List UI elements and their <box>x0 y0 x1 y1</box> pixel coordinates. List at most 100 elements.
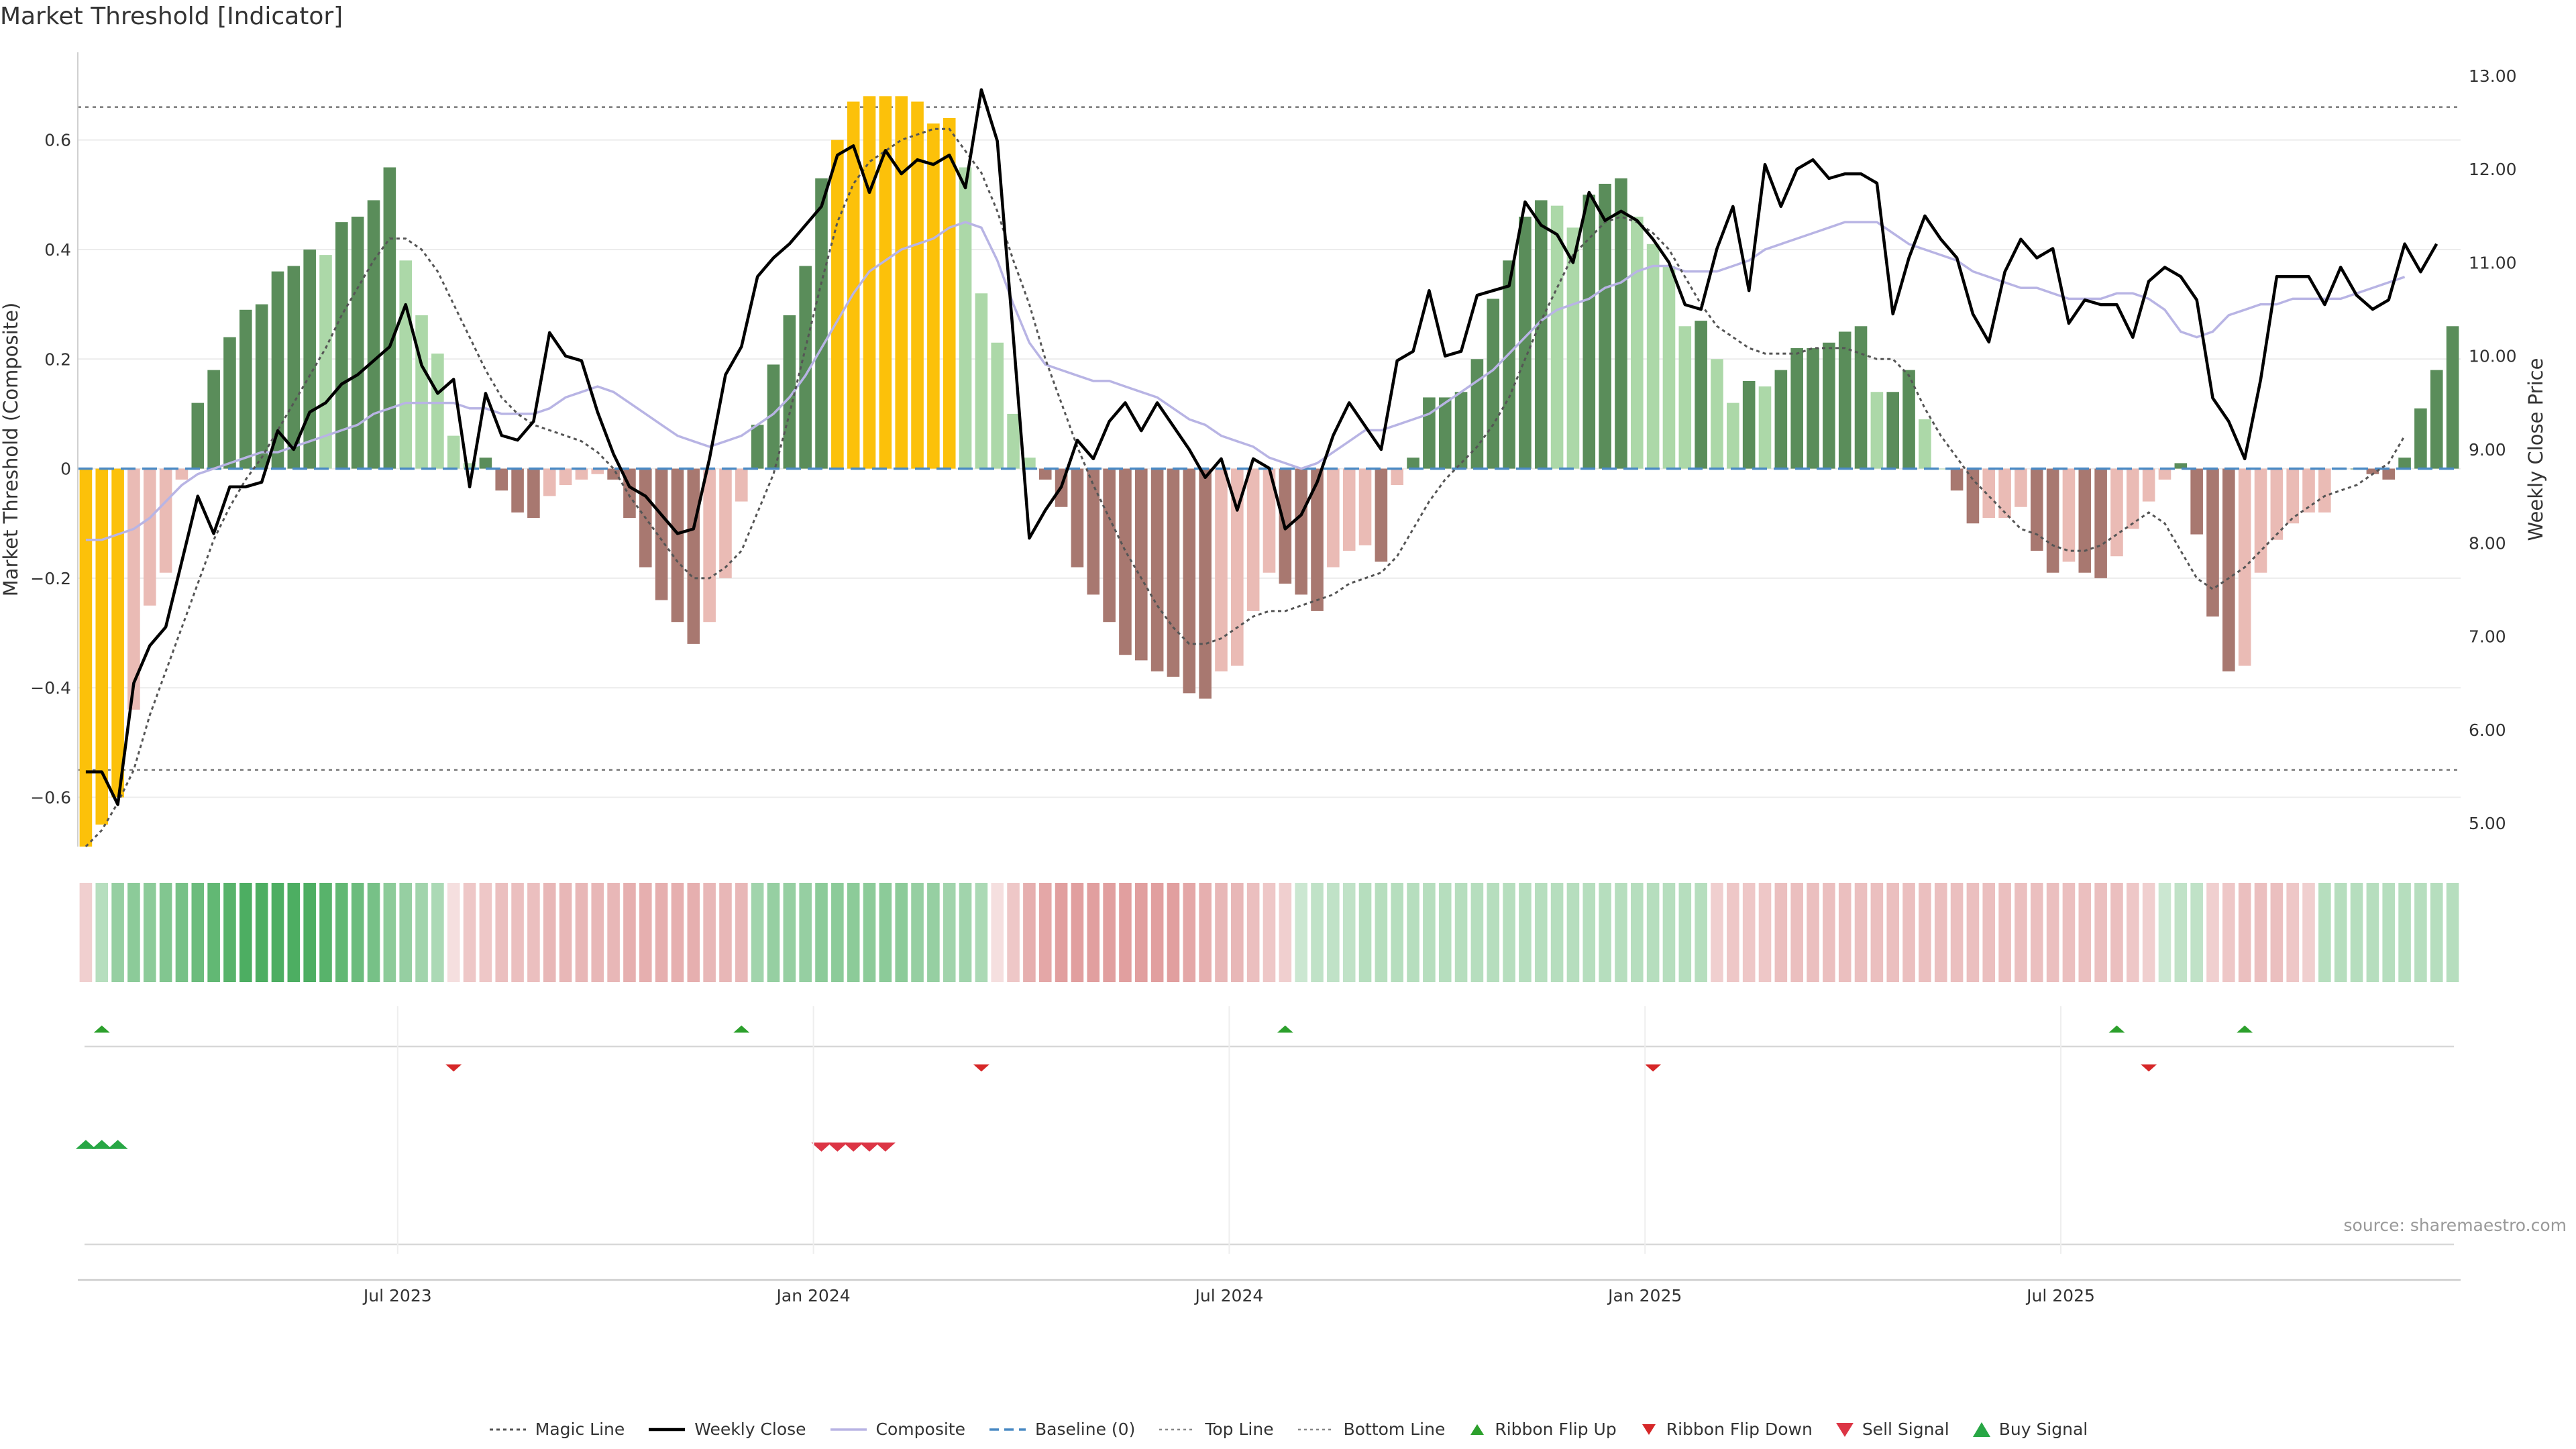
composite-bar <box>959 167 972 469</box>
composite-bar <box>335 222 348 469</box>
sell-signal-marker <box>859 1142 880 1152</box>
ribbon-cell <box>895 883 908 982</box>
triangle-up-small-icon <box>1470 1424 1485 1435</box>
ribbon-cell <box>975 883 988 982</box>
composite-bar <box>1342 468 1356 551</box>
ribbon-cell <box>1982 883 1996 982</box>
composite-bar <box>735 468 748 502</box>
ribbon-cell <box>271 883 284 982</box>
legend-item: Bottom Line <box>1297 1419 1446 1439</box>
ribbon-cell <box>1119 883 1132 982</box>
legend-label: Composite <box>875 1419 965 1439</box>
ribbon-cell <box>1342 883 1356 982</box>
y2-tick-label: 13.00 <box>2469 66 2517 86</box>
composite-line-icon <box>830 1428 867 1431</box>
composite-bar <box>495 468 508 491</box>
composite-bar <box>1246 468 1260 611</box>
dotted-line-icon <box>489 1428 526 1430</box>
legend-item: Buy Signal <box>1972 1419 2088 1439</box>
composite-bar <box>2190 468 2203 535</box>
composite-bar <box>2030 468 2043 551</box>
composite-bar <box>1582 195 1596 469</box>
ribbon-cell <box>1662 883 1676 982</box>
composite-bar <box>991 342 1004 469</box>
ribbon-cell <box>1263 883 1276 982</box>
composite-bar <box>1886 392 1900 469</box>
composite-bar <box>1007 413 1020 469</box>
composite-bar <box>2286 468 2299 524</box>
ribbon-cell <box>1167 883 1180 982</box>
ribbon-cell <box>1711 883 1723 982</box>
legend: Magic Line Weekly Close Composite Baseline … <box>0 1419 2576 1439</box>
ribbon-cell <box>719 883 732 982</box>
composite-bar <box>367 200 380 469</box>
series-lines <box>78 88 2461 848</box>
ribbon-cell <box>143 883 156 982</box>
ribbon-cell <box>1870 883 1884 982</box>
ribbon-cell <box>1470 883 1484 982</box>
legend-label: Baseline (0) <box>1034 1419 1136 1439</box>
ribbon-cell <box>255 883 268 982</box>
composite-bar <box>1503 260 1515 469</box>
x-tick-label: Jan 2024 <box>775 1286 851 1305</box>
ribbon-cell <box>863 883 876 982</box>
y2-tick-label: 8.00 <box>2469 533 2506 553</box>
composite-bar <box>1183 468 1196 694</box>
composite-bar <box>1774 370 1788 469</box>
composite-bar <box>159 468 172 573</box>
ribbon-cell <box>431 883 444 982</box>
ribbon-cell <box>2382 883 2396 982</box>
composite-bar <box>1630 216 1644 469</box>
ribbon-cell <box>2366 883 2379 982</box>
composite-bar <box>2254 468 2267 573</box>
composite-bar <box>2446 326 2459 469</box>
ribbon-cell <box>2270 883 2284 982</box>
ribbon-cell <box>671 883 684 982</box>
composite-bar <box>831 140 844 469</box>
composite-bar <box>1263 468 1276 573</box>
ribbon-cell <box>415 883 428 982</box>
legend-label: Ribbon Flip Down <box>1666 1419 1813 1439</box>
composite-bar <box>2382 468 2396 480</box>
ribbon-cell <box>1391 883 1404 982</box>
ribbon-cell <box>2414 883 2427 982</box>
composite-bar <box>863 96 876 469</box>
triangle-down-small-icon <box>1642 1424 1656 1435</box>
ribbon-cell <box>2318 883 2331 982</box>
ribbon-cell <box>2254 883 2267 982</box>
ribbon-cell <box>1519 883 1532 982</box>
ribbon-cell <box>447 883 460 982</box>
legend-item: Sell Signal <box>1835 1419 1949 1439</box>
ribbon-cell <box>1630 883 1644 982</box>
composite-bar <box>351 216 364 469</box>
ribbon-cell <box>1199 883 1212 982</box>
composite-bar <box>2366 468 2379 474</box>
composite-bar <box>2142 468 2155 502</box>
ribbon-cell <box>511 883 524 982</box>
ribbon-cell <box>591 883 604 982</box>
composite-bar <box>1646 244 1660 469</box>
composite-bar <box>1615 178 1627 469</box>
triangle-down-icon <box>1835 1422 1854 1437</box>
sell-signal-marker <box>827 1142 848 1152</box>
composite-bar <box>1103 468 1116 623</box>
magic-line <box>85 127 2406 848</box>
composite-bar <box>95 468 109 825</box>
ribbon-cell <box>831 883 844 982</box>
composite-bar <box>2046 468 2059 573</box>
ribbon-cell <box>159 883 172 982</box>
composite-bar <box>2158 468 2171 480</box>
composite-bar <box>431 354 444 469</box>
ribbon-cell <box>559 883 572 982</box>
ribbon-cell <box>2062 883 2076 982</box>
composite-bar <box>207 370 220 469</box>
composite-bar <box>415 315 428 469</box>
ribbon-cell <box>1423 883 1436 982</box>
composite-bar <box>1566 227 1580 469</box>
ribbon-cell <box>991 883 1004 982</box>
legend-label: Bottom Line <box>1343 1419 1446 1439</box>
composite-bar <box>1071 468 1084 568</box>
composite-bar <box>191 402 205 469</box>
legend-item: Composite <box>829 1419 965 1439</box>
ribbon-cell <box>575 883 588 982</box>
